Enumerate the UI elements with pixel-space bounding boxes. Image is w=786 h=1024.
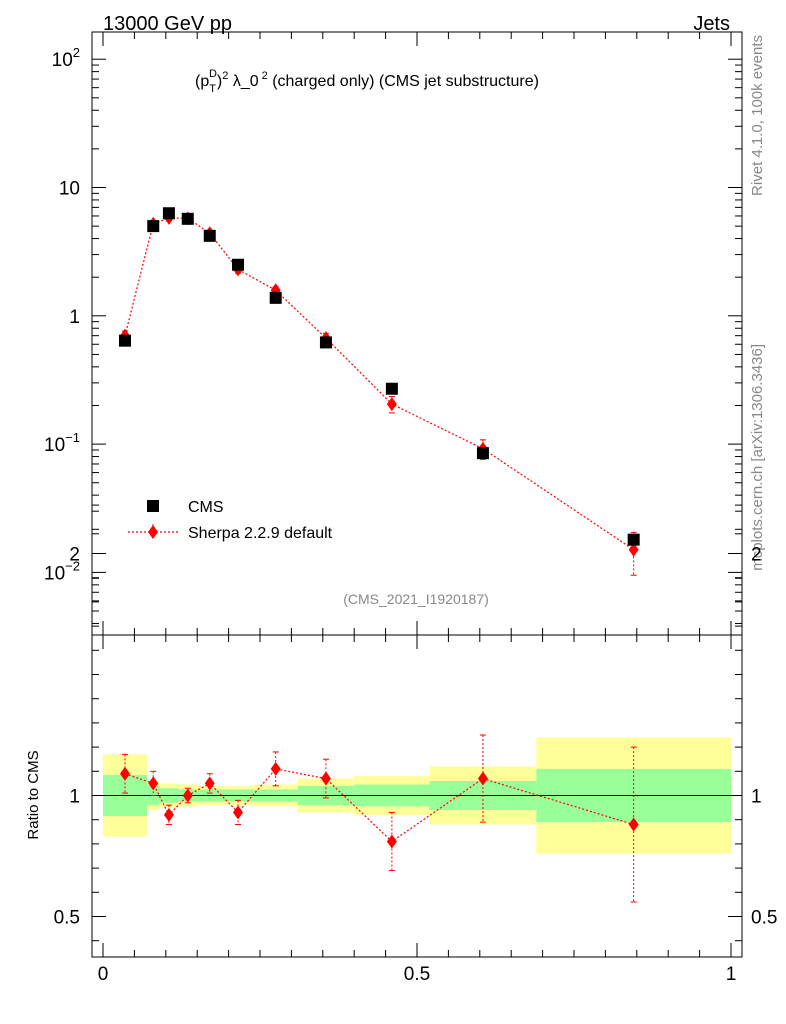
header-left: 13000 GeV pp xyxy=(103,13,232,35)
sherpa-ratio-marker xyxy=(386,834,397,849)
cms-data-point xyxy=(476,447,489,460)
ratio-ylabel: Ratio to CMS xyxy=(25,750,42,839)
upper-frame xyxy=(91,31,743,636)
ratio-tick-label-left: 0.5 xyxy=(54,908,80,929)
title-close: ) xyxy=(217,73,222,90)
sherpa-ratio-marker xyxy=(182,788,193,803)
cms-data-point xyxy=(319,336,332,349)
cms-data-point xyxy=(181,212,194,225)
ratio-tick-label-right: 0.5 xyxy=(751,908,777,929)
legend-data-label: CMS xyxy=(188,499,224,516)
cms-data-point xyxy=(203,229,216,242)
sherpa-ratio-marker xyxy=(204,776,215,791)
x-tick-label: 1 xyxy=(726,964,737,985)
sherpa-ratio-marker xyxy=(270,761,281,776)
title-tail: (charged only) (CMS jet substructure) xyxy=(268,73,539,90)
lower-axes: 2 2 1 1 0.5 0.5 0 0.5 1 xyxy=(54,504,777,985)
header-right: Jets xyxy=(693,13,730,35)
x-tick-label: 0 xyxy=(98,964,109,985)
title-sq2: 2 xyxy=(262,70,268,82)
cms-data-point xyxy=(627,533,640,546)
upper-tick-label: 102 xyxy=(52,45,80,71)
rivet-label: Rivet 4.1.0, 100k events xyxy=(749,35,766,196)
title-sq: 2 xyxy=(222,70,228,82)
title-lambda: λ_0 xyxy=(228,73,258,90)
analysis-id: (CMS_2021_I1920187) xyxy=(343,591,489,607)
sherpa-ratio-marker xyxy=(477,771,488,786)
ratio-tick-label-left: 1 xyxy=(69,787,80,808)
cms-data-point xyxy=(385,382,398,395)
sherpa-ratio-marker xyxy=(148,776,159,791)
plot-title: (pTD)2 λ_0 2 (charged only) (CMS jet subs… xyxy=(195,68,539,95)
upper-axes: 102 10 1 10−1 10−2 xyxy=(44,32,742,635)
sherpa-ratio-marker xyxy=(320,771,331,786)
sherpa-ratio-marker xyxy=(163,807,174,822)
legend-data-marker xyxy=(147,500,159,512)
ratio-tick-label-left: 2 xyxy=(69,545,80,566)
sherpa-upper-marker xyxy=(386,397,397,412)
title-sub-T: T xyxy=(209,83,216,95)
upper-tick-label: 1 xyxy=(69,307,80,328)
title-p: (p xyxy=(195,73,209,90)
legend: CMS Sherpa 2.2.9 default xyxy=(128,499,333,542)
mcplots-label: mcplots.cern.ch [arXiv:1306.3436] xyxy=(749,344,766,571)
cms-data-point xyxy=(118,334,131,347)
cms-data-point xyxy=(147,220,160,233)
sherpa-ratio-marker xyxy=(628,817,639,832)
legend-mc-marker xyxy=(148,525,158,539)
cms-data-point xyxy=(269,291,282,304)
upper-data-series xyxy=(118,207,640,546)
sherpa-ratio-marker xyxy=(119,766,130,781)
sherpa-upper-marker xyxy=(628,542,639,557)
sherpa-ratio-marker xyxy=(233,805,244,820)
ratio-tick-label-right: 1 xyxy=(751,787,762,808)
ratio-tick-label-right: 2 xyxy=(751,545,762,566)
upper-tick-label: 10 xyxy=(59,179,80,200)
lower-frame xyxy=(91,634,743,958)
legend-mc-label: Sherpa 2.2.9 default xyxy=(188,525,333,542)
cms-data-point xyxy=(162,207,175,220)
upper-mc-series xyxy=(119,210,639,576)
upper-tick-label: 10−1 xyxy=(44,430,80,456)
x-tick-label: 0.5 xyxy=(404,964,430,985)
cms-data-point xyxy=(232,258,245,271)
upper-tick-label: 10−2 xyxy=(44,558,80,584)
ratio-mc-series xyxy=(119,734,639,903)
title-sup-D: D xyxy=(209,68,217,80)
